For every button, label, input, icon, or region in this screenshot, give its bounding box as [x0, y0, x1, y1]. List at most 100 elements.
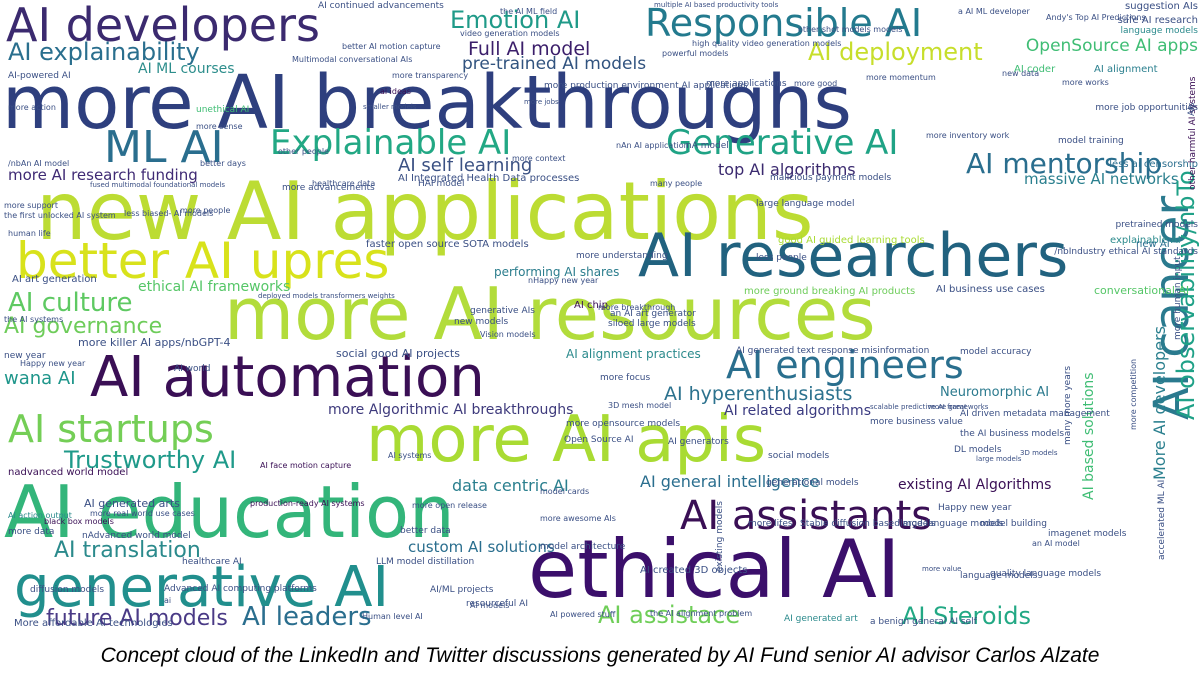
cloud-word: generative AI: [14, 555, 390, 620]
cloud-word: social models: [768, 451, 830, 461]
cloud-word: AI generated art: [784, 614, 858, 624]
cloud-word: more AI apis: [366, 403, 767, 477]
cloud-word: AI assistants: [680, 493, 933, 539]
cloud-word: a AI ML developer: [958, 7, 1030, 16]
cloud-word: Explainable AI: [270, 123, 512, 163]
cloud-word: the AI systems: [4, 315, 64, 324]
cloud-word: many people: [650, 179, 703, 188]
cloud-word: ethical AI: [528, 523, 901, 616]
cloud-word: better data: [400, 526, 451, 536]
cloud-word: nAdvanced world model: [82, 531, 191, 541]
cloud-word: AI self learning: [398, 155, 533, 176]
cloud-word: multiple AI based productivity tools: [654, 1, 779, 9]
cloud-word: AI governance: [4, 314, 163, 339]
cloud-word: wana AI: [4, 368, 76, 389]
cloud-word: More affordable AI technologies: [14, 618, 173, 629]
cloud-word: AI explainability: [8, 38, 200, 66]
cloud-word: more inventory work: [926, 131, 1010, 140]
cloud-word: less people: [756, 253, 807, 263]
cloud-word: new year: [4, 351, 46, 361]
cloud-word: scalable predictive AI frameworks: [870, 403, 989, 411]
cloud-word: conversational AI: [1094, 284, 1190, 297]
cloud-word: more jobs: [524, 98, 559, 106]
cloud-word: Generative AI: [666, 123, 899, 163]
cloud-word: faster open source SOTA models: [366, 239, 529, 250]
cloud-word: Advanced AI computing platforms: [164, 584, 317, 594]
cloud-word: less ai censorship: [1109, 159, 1198, 170]
cloud-word: Stable diffusion based models: [800, 519, 936, 529]
cloud-word: more Algorithmic AI breakthroughs: [328, 402, 574, 418]
cloud-word: Andy's Top AI Predictions: [1046, 13, 1146, 22]
cloud-word: AI hyperenthusiasts: [664, 383, 853, 405]
cloud-word: language models: [1120, 26, 1198, 36]
cloud-word: pretrained models: [1115, 220, 1198, 230]
cloud-word: human life: [8, 229, 51, 238]
cloud-word: new AI: [1136, 239, 1170, 250]
cloud-word: HAI model: [418, 179, 465, 189]
cloud-word: ai ideas: [380, 87, 411, 96]
cloud-word: ML AI: [104, 122, 224, 173]
cloud-word: the AI ML field: [500, 7, 558, 16]
cloud-word: AI general intelligence: [640, 472, 820, 491]
cloud-word: Happy new year: [938, 503, 1012, 513]
cloud-word: Multimodal conversational AIs: [292, 55, 413, 64]
cloud-word: more opensource models: [566, 419, 681, 429]
cloud-word: Full AI model: [468, 38, 591, 60]
cloud-word: AI related algorithms: [724, 403, 871, 419]
cloud-word: ethical AI frameworks: [138, 279, 291, 295]
cloud-word: more awesome AIs: [540, 514, 616, 523]
cloud-word: AI mentorship: [966, 147, 1163, 180]
cloud-word: AI systems: [388, 451, 432, 460]
cloud-word: safe AI research: [1117, 15, 1198, 26]
cloud-word: more transparency: [392, 71, 469, 80]
cloud-word: Responsible AI: [645, 1, 923, 45]
cloud-word: the first unlocked AI system: [4, 211, 116, 220]
cloud-word: imagenet models: [1048, 529, 1127, 539]
cloud-word: AI generators: [668, 437, 729, 447]
cloud-word: powerful models: [662, 49, 729, 58]
cloud-word: more sense: [196, 122, 243, 131]
cloud-word: more understanding: [576, 251, 668, 261]
cloud-word: large language models: [900, 519, 1004, 529]
cloud-word: custom AI solutions: [408, 538, 555, 556]
cloud-word: ai: [164, 596, 172, 605]
cloud-word: suggestion AIs: [1125, 1, 1198, 12]
cloud-word: existing models: [715, 501, 725, 572]
cloud-word: AI automation: [90, 345, 485, 410]
cloud-word: AI ML courses: [138, 61, 235, 77]
cloud-word: many more years: [1063, 365, 1073, 445]
cloud-word: quality language models: [990, 569, 1102, 579]
cloud-word: unethical AI: [196, 105, 250, 115]
cloud-word: the AI business models: [960, 429, 1065, 439]
cloud-word: large models: [976, 455, 1022, 463]
cloud-word: more AI resources: [224, 272, 876, 356]
cloud-word: 3D mesh model: [608, 401, 672, 410]
cloud-word: healthcare AI: [182, 557, 242, 567]
cloud-word: AI leaders: [242, 602, 372, 632]
cloud-word: an AI art generator: [610, 309, 696, 319]
cloud-word: More AI developers: [1150, 326, 1169, 480]
cloud-word: model cards: [540, 487, 590, 496]
cloud-word: more focus: [600, 373, 651, 383]
cloud-word: more real world use cases: [90, 509, 195, 518]
cloud-word: AIs: [1187, 102, 1197, 117]
cloud-word: AI world: [174, 364, 211, 374]
cloud-word: AI face motion capture: [260, 461, 352, 470]
cloud-word: production-ready AI systems: [250, 499, 365, 508]
cloud-word: more business value: [870, 417, 963, 427]
cloud-word: generational models: [766, 478, 859, 488]
cloud-word: AI developers: [6, 0, 320, 52]
cloud-word: other harmful AI systems: [1188, 76, 1198, 191]
cloud-word: good AI guided learning tools: [778, 235, 925, 246]
cloud-word: Human level AI: [362, 612, 423, 621]
cloud-word: AI art generation: [12, 274, 97, 285]
cloud-word: nAn AI application: [616, 141, 689, 150]
cloud-word: pre-trained AI models: [462, 54, 647, 74]
cloud-word: AI assistace: [598, 601, 741, 629]
cloud-word: AI powered stuff: [550, 610, 616, 619]
cloud-word: more open release: [412, 501, 487, 510]
cloud-word: better days: [200, 159, 246, 168]
cloud-word: Neuromorphic AI: [940, 385, 1050, 400]
cloud-word: DL models: [954, 445, 1002, 455]
cloud-word: AI alignment practices: [566, 347, 701, 361]
